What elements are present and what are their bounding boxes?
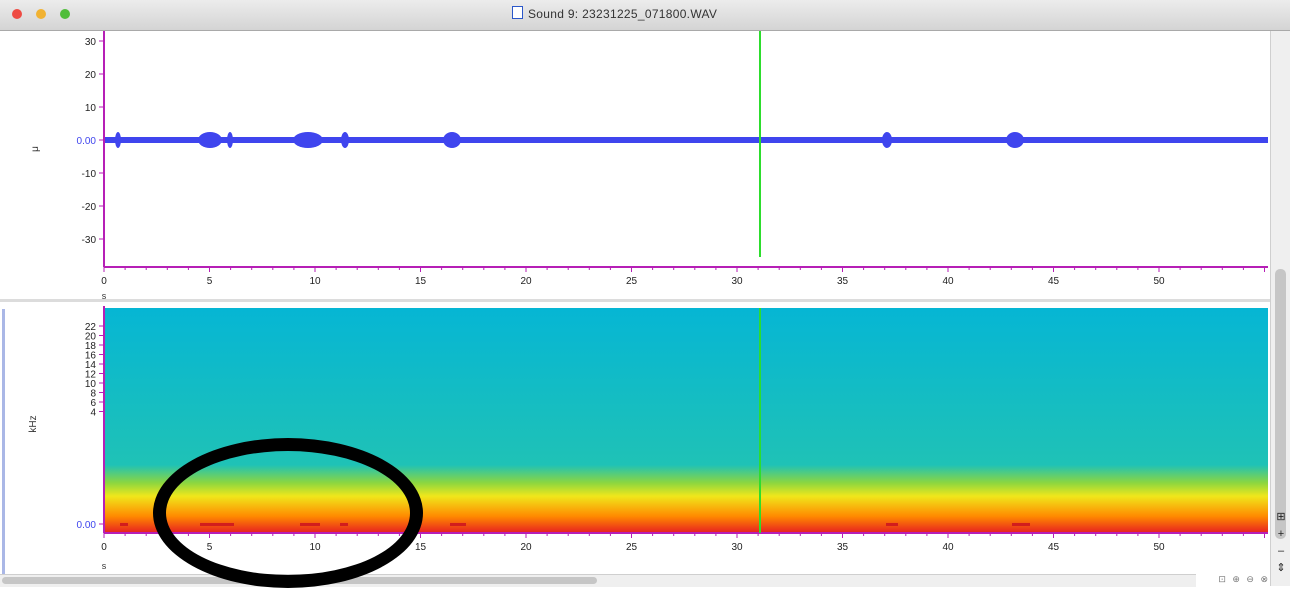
zoom-fit-button[interactable]: ⊞: [1276, 511, 1286, 523]
close-button[interactable]: [12, 9, 22, 19]
spectrogram-event: [120, 523, 128, 526]
waveform-burst: [198, 132, 222, 148]
waveform-signal: [105, 137, 1268, 143]
maximize-button[interactable]: [60, 9, 70, 19]
waveform-x-tick-label: 0: [101, 276, 107, 287]
waveform-burst: [293, 132, 323, 148]
waveform-y-tick-label: 20: [85, 70, 97, 81]
waveform-x-tick-label: 15: [415, 276, 427, 287]
spectrogram-x-tick-label: 0: [101, 542, 107, 553]
spectrogram-x-tick-label: 50: [1153, 542, 1165, 553]
spectrogram-event: [886, 523, 898, 526]
zoom-full-button[interactable]: ⇕: [1276, 562, 1286, 574]
waveform-burst: [882, 132, 892, 148]
annotation-ellipse: [153, 438, 423, 588]
waveform-burst: [1006, 132, 1024, 148]
spectrogram-y-tick-label: 20: [85, 332, 97, 343]
zoom-in-button[interactable]: +: [1277, 528, 1285, 540]
waveform-burst: [443, 132, 461, 148]
pane-separator[interactable]: [0, 299, 1270, 302]
vertical-scroll-thumb[interactable]: [1275, 269, 1286, 539]
waveform-burst: [227, 132, 233, 148]
waveform-y-tick-label: 0.00: [77, 136, 97, 147]
spectrogram-y-tick-label: 10: [85, 379, 97, 390]
waveform-x-tick-label: 10: [309, 276, 321, 287]
spectrogram-y-tick-label: 4: [90, 408, 96, 419]
waveform-y-tick-labels: 30 20 10 0.00 -10 -20 -30: [77, 37, 104, 246]
minimize-button[interactable]: [36, 9, 46, 19]
spectrogram-y-tick-label: 8: [90, 389, 96, 400]
waveform-x-tick-label: 35: [837, 276, 849, 287]
pane-selection-bar: [2, 309, 5, 583]
waveform-burst: [341, 132, 349, 148]
waveform-x-tick-label: 30: [731, 276, 743, 287]
waveform-y-tick-label: 30: [85, 37, 97, 48]
waveform-x-tick-label: 40: [942, 276, 954, 287]
spectrogram-x-tick-label: 15: [415, 542, 427, 553]
spectrogram-event: [1012, 523, 1030, 526]
spectrogram-x-tick-label: 20: [520, 542, 532, 553]
waveform-x-tick-label: 50: [1153, 276, 1165, 287]
window-title-text: Sound 9: 23231225_071800.WAV: [528, 7, 718, 21]
window-titlebar: Sound 9: 23231225_071800.WAV: [0, 0, 1290, 31]
spectrogram-y-tick-label: 12: [85, 370, 97, 381]
spectrogram-unit-label: kHz: [28, 415, 39, 432]
waveform-x-tick-label: 25: [626, 276, 638, 287]
waveform-x-tick-labels: 0 5 10 15 20 25 30 35 40 45 50: [101, 267, 1265, 287]
spectrogram-y-tick-label: 16: [85, 351, 97, 362]
waveform-y-tick-label: 10: [85, 103, 97, 114]
spectrogram-y-tick-label: 22: [85, 322, 97, 333]
spectrogram-x-tick-label: 25: [626, 542, 638, 553]
window-title: Sound 9: 23231225_071800.WAV: [512, 6, 717, 21]
spectrogram-x-unit: s: [102, 561, 107, 571]
vertical-scrollbar[interactable]: ⊞ + – ⇕: [1270, 31, 1290, 586]
waveform-y-tick-label: -30: [82, 235, 97, 246]
spectrogram-y-tick-label: 18: [85, 341, 97, 352]
spectrogram-x-tick-label: 35: [837, 542, 849, 553]
view-controls[interactable]: ⊡ ⊕ ⊖ ⊗: [1218, 574, 1270, 584]
horizontal-scrollbar[interactable]: [0, 574, 1196, 587]
spectrogram-x-tick-label: 45: [1048, 542, 1060, 553]
waveform-x-tick-label: 45: [1048, 276, 1060, 287]
waveform-x-tick-label: 5: [207, 276, 213, 287]
spectrogram-x-tick-label: 40: [942, 542, 954, 553]
waveform-x-tick-label: 20: [520, 276, 532, 287]
spectrogram-x-tick-label: 30: [731, 542, 743, 553]
document-icon: [512, 6, 523, 19]
spectrogram-y-tick-label: 14: [85, 360, 97, 371]
waveform-pane[interactable]: μ 30 20 10 0.00 -10 -20 -30 0 5 10 15 20 25 30 35 40 45…: [30, 31, 1268, 301]
waveform-y-tick-label: -20: [82, 202, 97, 213]
spectrogram-y-tick-label: 0.00: [77, 520, 97, 531]
spectrogram-event: [450, 523, 466, 526]
zoom-out-button[interactable]: –: [1277, 545, 1285, 557]
waveform-burst: [115, 132, 121, 148]
waveform-y-tick-label: -10: [82, 169, 97, 180]
waveform-unit-label: μ: [30, 146, 41, 152]
waveform-x-unit: s: [102, 291, 107, 301]
spectrogram-y-tick-label: 6: [90, 398, 96, 409]
